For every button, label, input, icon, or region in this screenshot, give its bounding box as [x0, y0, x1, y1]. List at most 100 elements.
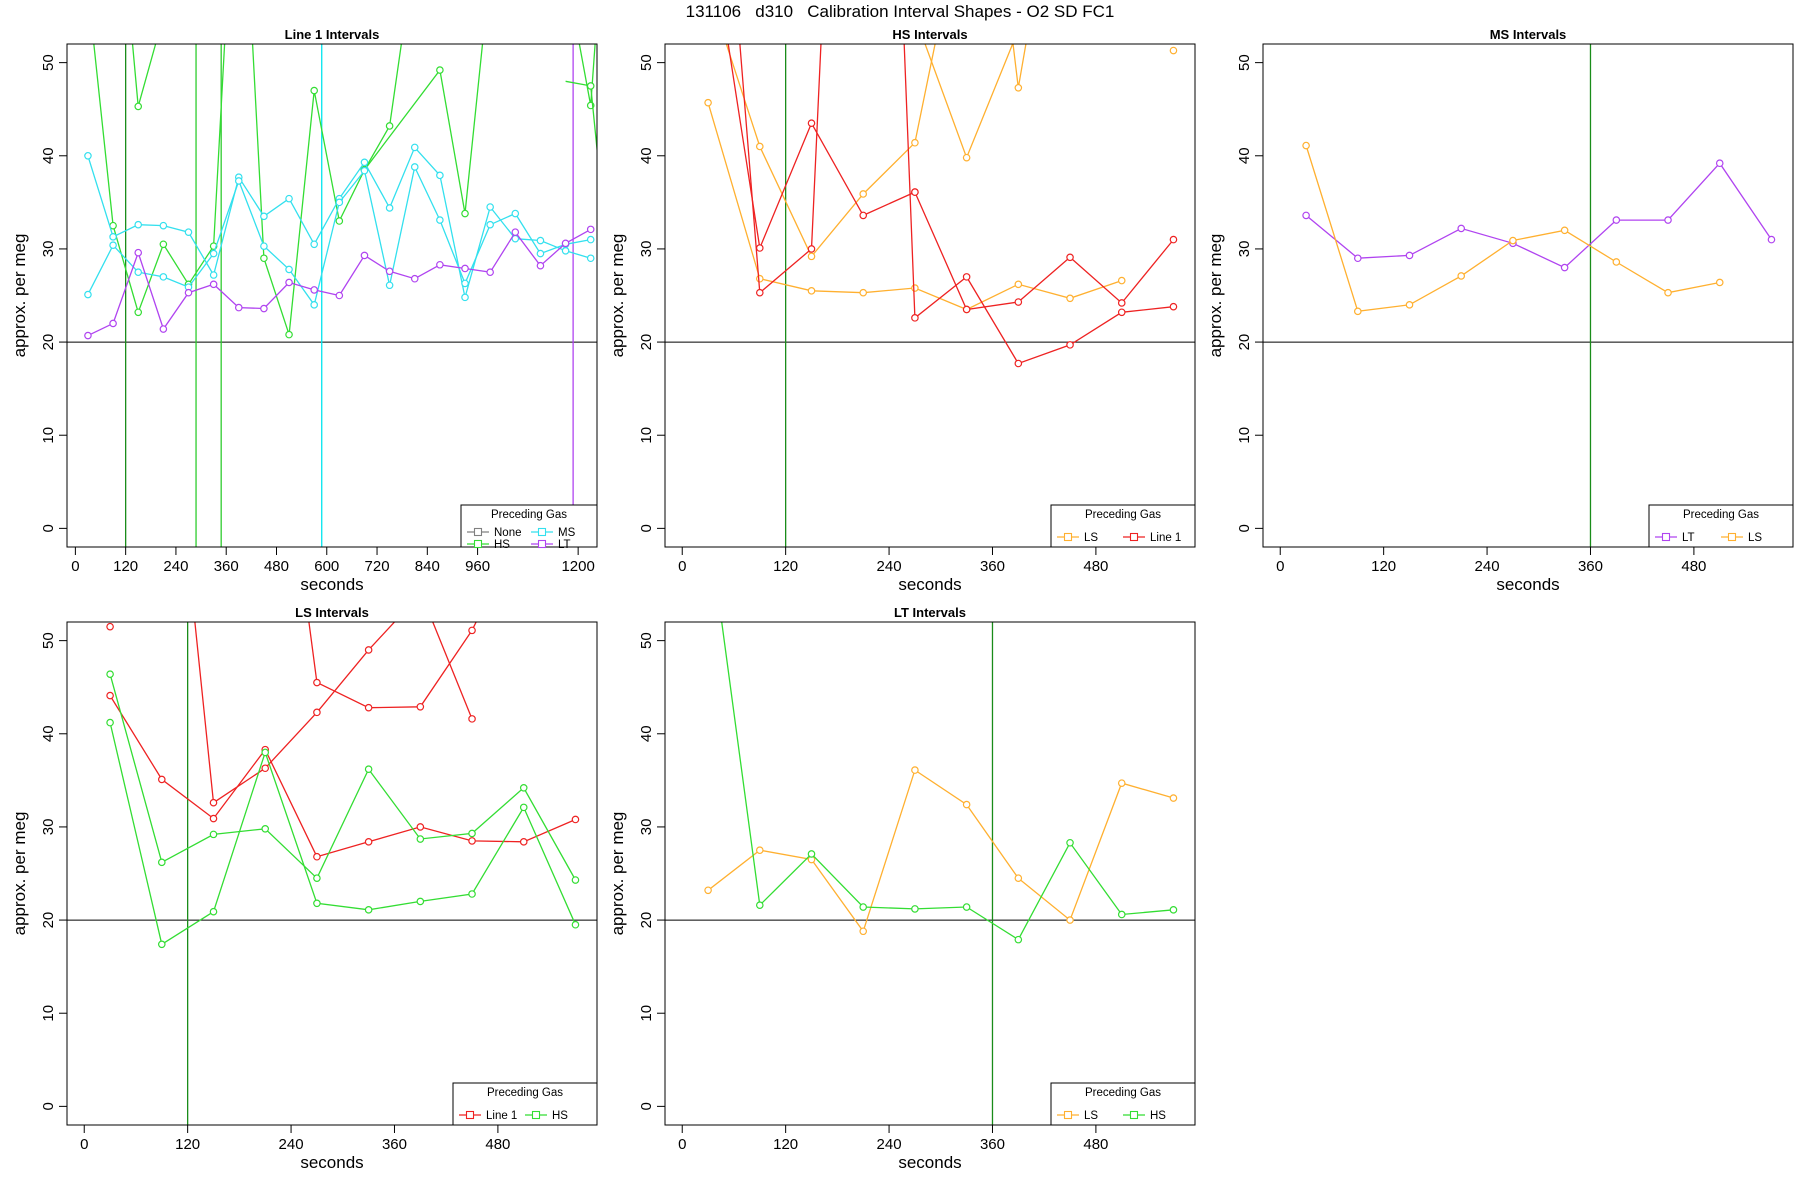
y-axis: 0 10 20 30 40 50 approx. per meg — [608, 54, 665, 533]
y-tick-label: 0 — [40, 1102, 57, 1110]
legend-label: Line 1 — [1150, 532, 1181, 544]
data-point — [159, 325, 168, 333]
data-point — [911, 314, 919, 322]
data-point — [416, 702, 425, 711]
legend-swatch-marker — [465, 1110, 475, 1120]
plot-frame — [66, 43, 598, 548]
data-point — [1014, 359, 1023, 368]
data-point — [1302, 141, 1310, 150]
x-tick-label: 360 — [214, 558, 239, 575]
series-hs — [106, 718, 580, 949]
y-tick-label: 50 — [638, 632, 655, 649]
panel-hs-intervals: HS Intervals 0 120 240 360 480 seconds 0 10 20 30 4… — [608, 27, 1196, 594]
data-point — [586, 235, 595, 244]
data-point — [313, 874, 321, 882]
series-line-line-1 — [194, 622, 396, 804]
data-point — [157, 940, 166, 949]
series-ls — [1169, 46, 1178, 55]
data-point — [416, 897, 425, 906]
data-point — [335, 217, 344, 225]
data-point — [1560, 263, 1569, 272]
legend-swatch-marker — [1063, 1110, 1073, 1120]
x-tick-label: 120 — [1371, 558, 1396, 575]
series-line-hs — [363, 44, 403, 171]
data-point — [285, 330, 293, 339]
panel-title: MS Intervals — [1490, 27, 1567, 42]
legend-label: MS — [558, 527, 576, 539]
legend-item-lt: LT — [1655, 532, 1695, 544]
legend-box — [1050, 1082, 1196, 1126]
x-tick-label: 0 — [678, 1136, 686, 1153]
legend: Preceding Gas LS Line 1 — [1050, 504, 1196, 548]
data-point — [335, 198, 344, 207]
legend-item-hs: HS — [1123, 1110, 1166, 1122]
data-point — [962, 903, 971, 911]
series-line-1 — [308, 622, 477, 712]
data-point — [234, 303, 243, 312]
data-point — [1169, 906, 1178, 914]
legend-title: Preceding Gas — [487, 1087, 563, 1099]
series-line-line-1 — [109, 695, 576, 858]
legend-label: None — [494, 527, 522, 539]
panel-title: Line 1 Intervals — [285, 27, 380, 42]
data-point — [310, 240, 318, 249]
y-tick-label: 50 — [40, 632, 57, 649]
data-point — [209, 280, 218, 289]
data-point — [1405, 301, 1414, 309]
x-tick-label: 0 — [678, 558, 686, 575]
data-point — [586, 225, 595, 234]
x-axis-label: seconds — [1496, 575, 1559, 594]
data-point — [360, 166, 369, 175]
x-tick-label: 120 — [773, 558, 798, 575]
data-point — [755, 274, 764, 283]
data-point — [364, 703, 373, 712]
data-point — [486, 203, 494, 211]
series-hs — [721, 622, 1178, 944]
data-point — [260, 212, 268, 221]
data-point — [586, 82, 595, 90]
data-point — [962, 800, 971, 809]
data-point — [385, 281, 394, 290]
x-tick-label: 480 — [264, 558, 289, 575]
x-tick-label: 480 — [1083, 558, 1108, 575]
data-point — [911, 766, 919, 774]
x-tick-label: 720 — [365, 558, 390, 575]
x-tick-label: 480 — [1681, 558, 1706, 575]
data-point — [360, 158, 369, 167]
y-axis-label: approx. per meg — [10, 234, 29, 358]
data-point — [536, 249, 545, 258]
data-point — [1664, 288, 1672, 297]
data-point — [1014, 935, 1023, 944]
panel-title: HS Intervals — [892, 27, 967, 42]
series-line-1 — [432, 622, 476, 723]
data-point — [755, 288, 764, 297]
legend-swatch-marker — [1661, 532, 1671, 542]
data-point — [385, 267, 394, 276]
y-tick-label: 0 — [638, 1102, 655, 1110]
data-point — [962, 273, 971, 281]
data-point — [313, 708, 321, 717]
data-point — [436, 216, 444, 224]
data-point — [209, 798, 218, 807]
y-axis: 0 10 20 30 40 50 approx. per meg — [10, 54, 67, 533]
data-point — [1169, 46, 1178, 55]
data-point — [313, 899, 321, 908]
data-point — [468, 829, 476, 838]
data-point — [755, 846, 764, 855]
data-point — [436, 260, 444, 269]
plot-frame — [664, 621, 1196, 1126]
series-ls — [704, 98, 1126, 314]
data-point — [859, 288, 868, 297]
x-tick-label: 480 — [1083, 1136, 1108, 1153]
data-point — [468, 626, 476, 635]
data-point — [109, 319, 117, 328]
data-point — [134, 220, 143, 229]
x-tick-label: 360 — [1578, 558, 1603, 575]
y-tick-label: 40 — [40, 147, 57, 164]
data-point — [962, 305, 971, 314]
data-point — [1612, 258, 1621, 266]
x-tick-label: 360 — [980, 1136, 1005, 1153]
data-point — [234, 177, 243, 185]
legend-item-ls: LS — [1057, 1110, 1098, 1122]
x-axis-label: seconds — [898, 575, 961, 594]
